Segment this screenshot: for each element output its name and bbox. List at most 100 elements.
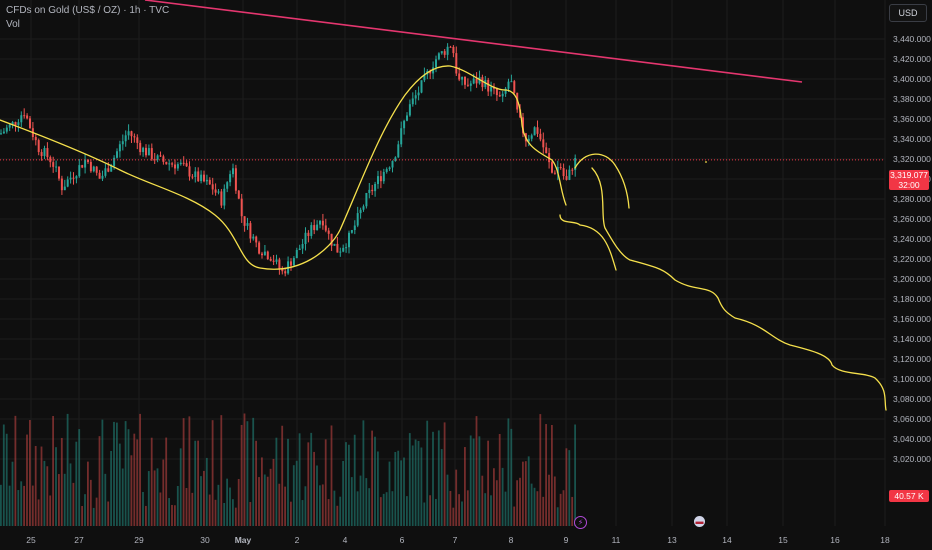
candle-body [249,223,252,239]
candle-body [330,233,333,246]
volume-bar [203,470,205,526]
volume-bar [377,451,379,526]
volume-bar [556,507,559,526]
candle-body [217,191,220,193]
volume-bar [327,499,330,526]
last-price-badge: 3,319.077 32:00 [889,170,929,190]
volume-bar [501,467,504,526]
volume-bar [565,448,568,526]
volume-bar [408,433,411,526]
time-tick: 11 [612,535,621,545]
volume-bar [568,450,571,526]
lightning-icon[interactable]: ⚡ [574,516,587,529]
volume-bar [208,494,211,526]
candle-body [461,76,464,80]
price-tick: 3,020.000 [893,454,931,464]
volume-bar [275,437,278,526]
candle-body [388,167,391,170]
volume-bar [43,460,46,526]
symbol-title[interactable]: CFDs on Gold (US$ / OZ) · 1h · TVC [6,5,170,16]
candle-body [339,251,342,253]
candle-body [40,152,43,157]
volume-bar [493,468,495,526]
volume-bar [75,441,78,526]
candle-body [191,176,194,178]
candle-body [490,86,493,92]
volume-bar [290,501,292,526]
candle-body [72,177,75,179]
candle-body [324,225,327,231]
volume-bar [243,413,246,526]
volume-bar [510,428,513,526]
volume-bar [533,487,536,526]
candle-body [446,46,449,55]
candle-body [124,135,127,142]
candle-body [168,163,171,165]
price-tick: 3,340.000 [893,134,931,144]
price-tick: 3,320.000 [893,154,931,164]
candle-body [110,165,113,172]
volume-bar [484,493,487,526]
candlesticks[interactable] [0,43,577,277]
volume-bar [229,487,231,526]
candle-body [466,84,469,86]
candle-body [66,179,69,187]
candle-body [391,161,394,168]
price-axis[interactable]: 3,440.000 3,420.000 3,400.000 3,380.000 3,36… [893,34,931,464]
candle-body [403,120,406,129]
us-flag-icon[interactable]: ▬ [694,516,705,527]
candle-body [455,53,458,74]
volume-bar [200,476,202,526]
volume-bar [40,446,43,526]
candle-body [121,141,124,145]
price-tick: 3,120.000 [893,354,931,364]
candle-body [23,115,26,117]
candle-body [194,171,197,177]
volume-bar [191,492,194,526]
volume-bar [426,420,429,526]
price-tick: 3,060.000 [893,414,931,424]
candle-body [139,142,142,153]
price-tick: 3,420.000 [893,54,931,64]
candle-body [333,243,336,246]
user-drawings[interactable] [0,0,887,411]
candle-body [258,242,261,254]
candle-body [545,147,548,154]
volume-bar [185,488,188,526]
volume-legend[interactable]: Vol [6,19,20,30]
price-tick: 3,080.000 [893,394,931,404]
candle-body [429,70,432,74]
volume-bar [411,445,414,526]
candle-body [348,232,350,248]
candle-body [272,260,275,262]
candle-body [556,167,559,174]
candle-body [304,232,307,245]
candle-body [539,133,542,140]
volume-bar [240,424,243,526]
volume-bar [443,422,446,526]
candle-body [89,161,92,172]
time-axis[interactable]: 25 27 29 30 May 2 4 6 7 8 9 11 13 14 15 16 18 [26,535,890,545]
time-tick: 25 [26,535,36,545]
candle-body [49,157,52,163]
volume-bar [295,460,298,526]
candle-body [162,156,165,162]
candle-body [37,140,40,153]
candle-body [200,174,203,182]
time-tick: 2 [295,535,300,545]
candle-body [232,168,234,175]
trendline [144,0,803,83]
volume-bar [388,461,391,526]
volume-bar [394,451,397,526]
candle-body [281,269,284,272]
candle-body [385,169,388,172]
candle-body [313,225,316,231]
candle-body [498,95,501,97]
candle-body [487,79,490,92]
volume-bar [432,431,434,526]
currency-button[interactable]: USD [889,4,927,22]
candle-body [113,157,116,166]
candle-body [559,167,562,169]
volume-bar [548,474,550,526]
